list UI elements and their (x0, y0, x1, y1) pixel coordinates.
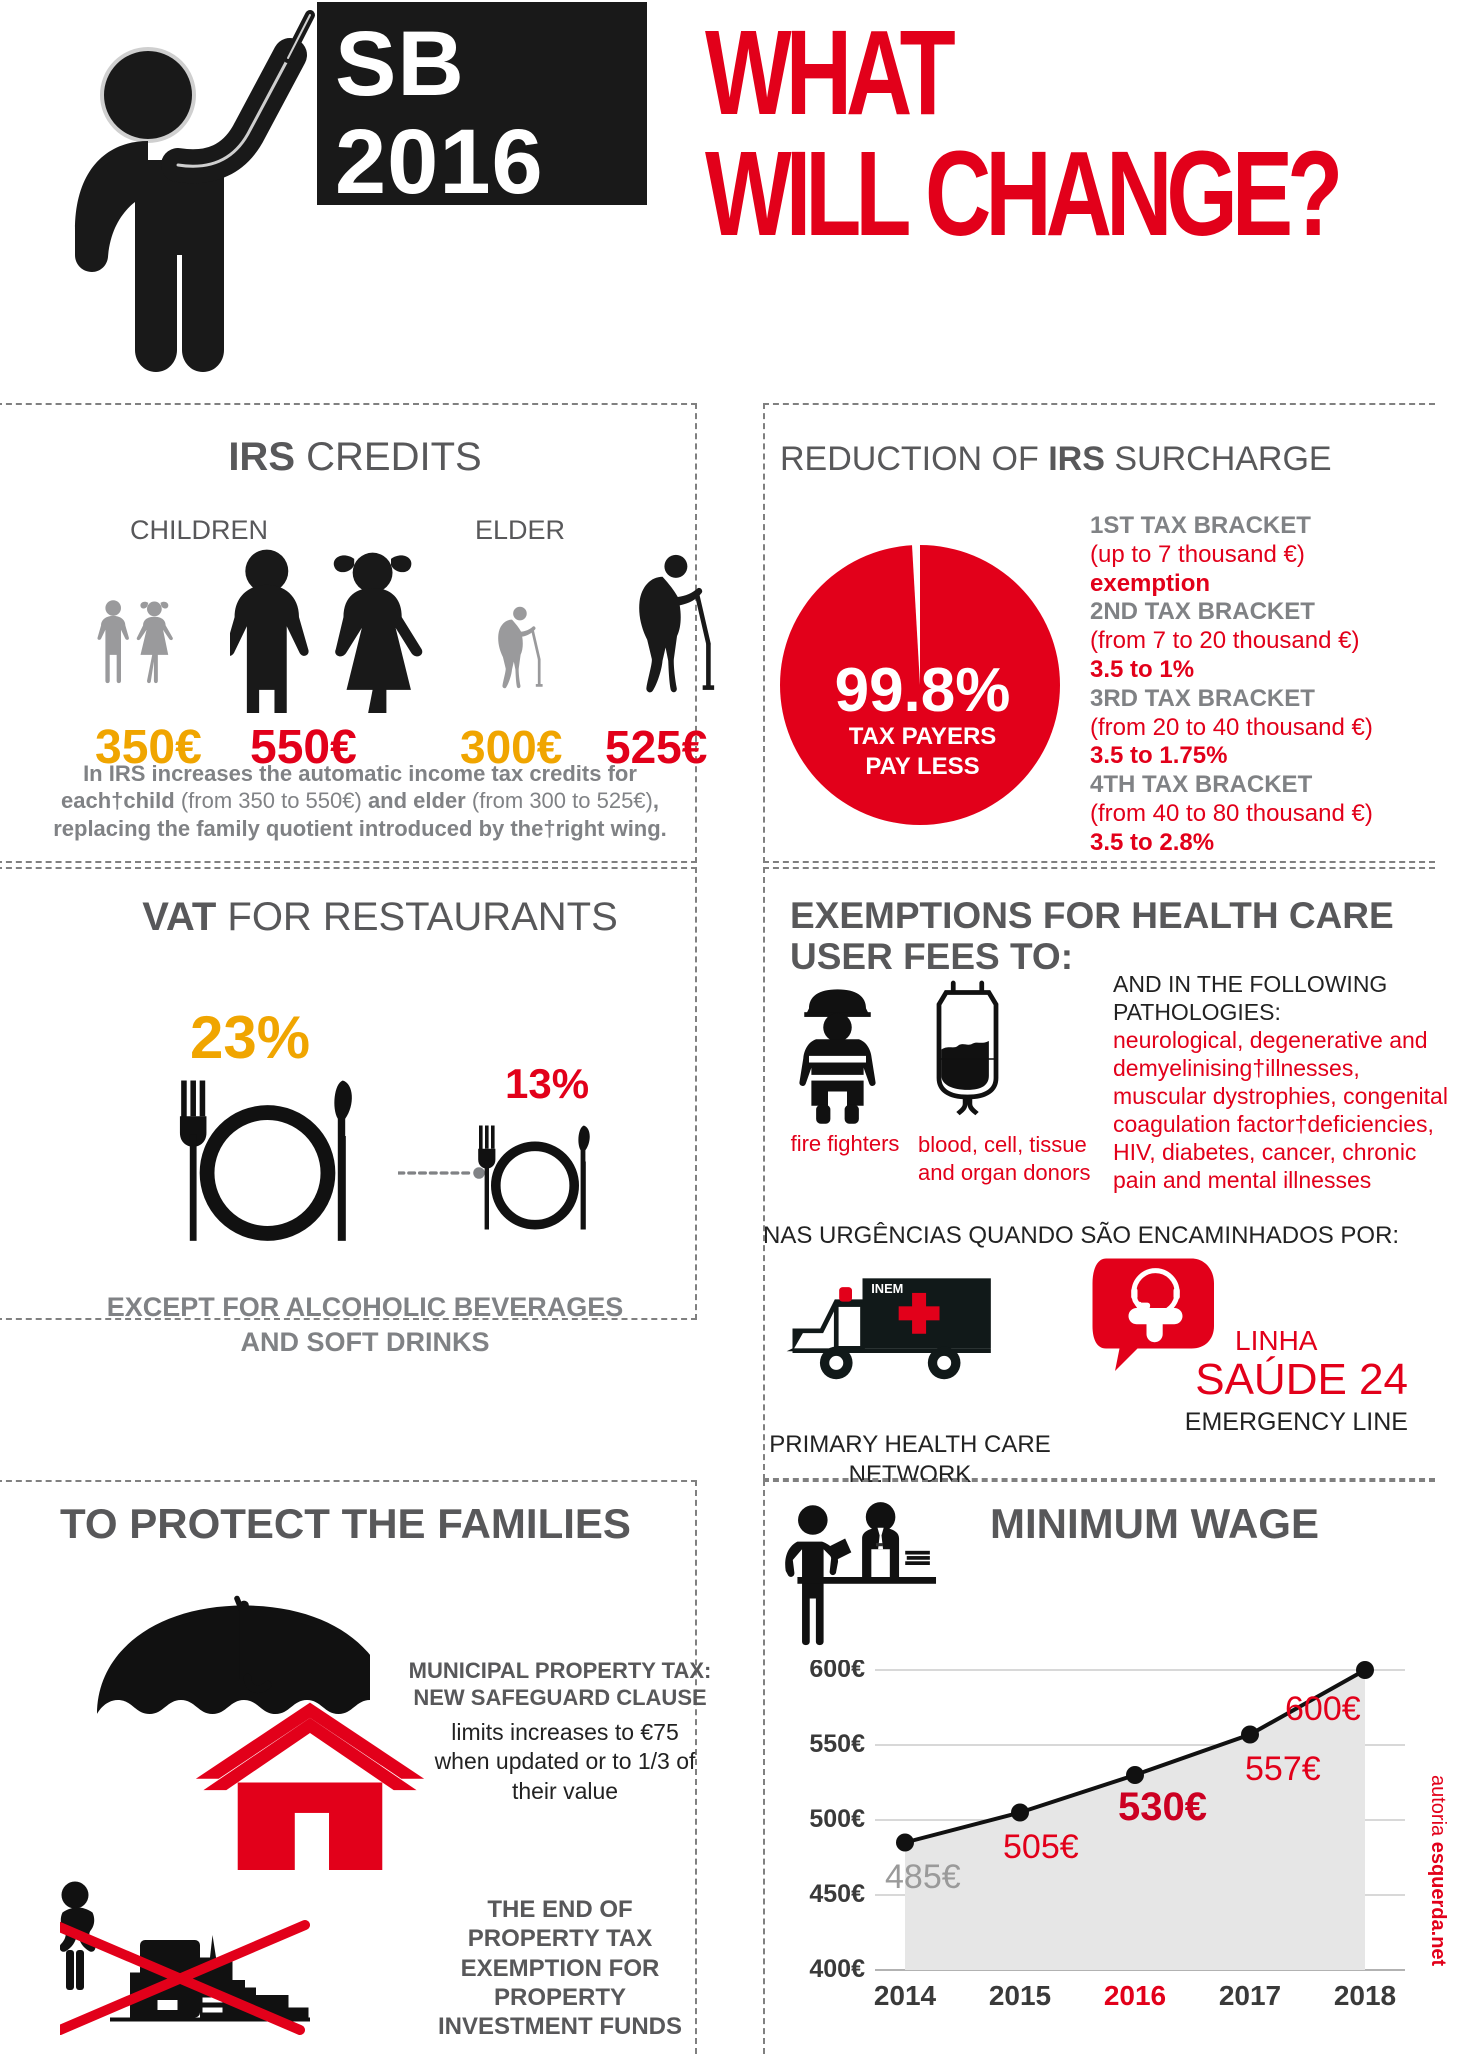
svg-text:2018: 2018 (1334, 1980, 1396, 2011)
svg-text:600€: 600€ (809, 1660, 865, 1683)
svg-text:500€: 500€ (809, 1805, 865, 1833)
svg-text:557€: 557€ (1245, 1750, 1321, 1788)
svg-text:INEM: INEM (871, 1281, 903, 1296)
svg-text:550€: 550€ (809, 1730, 865, 1758)
svg-text:400€: 400€ (809, 1955, 865, 1983)
svg-text:450€: 450€ (809, 1880, 865, 1908)
svg-text:2014: 2014 (874, 1980, 937, 2011)
svg-text:530€: 530€ (1118, 1785, 1207, 1829)
svg-text:2016: 2016 (1104, 1980, 1166, 2011)
svg-text:600€: 600€ (1285, 1690, 1361, 1728)
svg-text:505€: 505€ (1003, 1828, 1079, 1866)
svg-text:2015: 2015 (989, 1980, 1051, 2011)
svg-text:2017: 2017 (1219, 1980, 1281, 2011)
svg-text:485€: 485€ (885, 1858, 961, 1896)
